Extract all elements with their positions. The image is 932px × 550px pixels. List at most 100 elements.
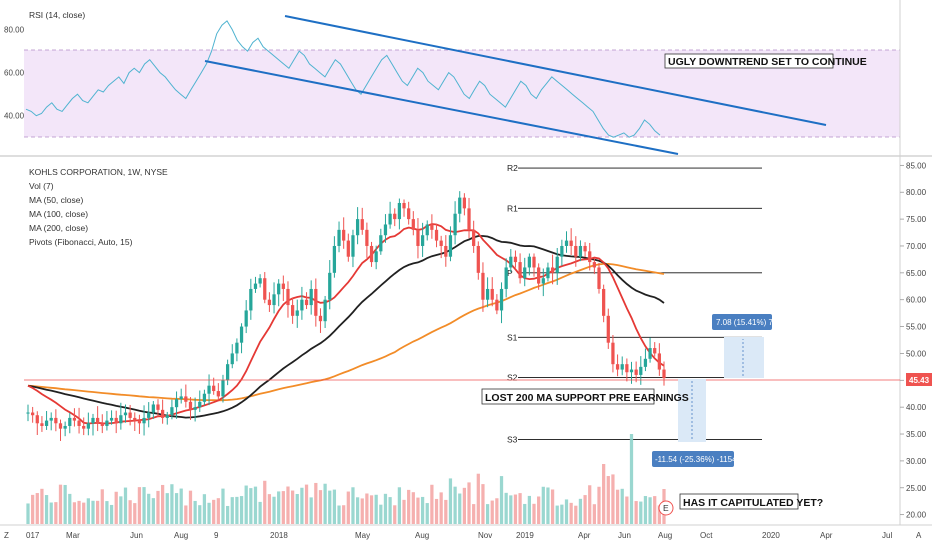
settings-z-icon[interactable]: Z [4, 531, 9, 540]
candle-body [439, 240, 443, 246]
price-tick-label: 55.00 [906, 323, 927, 332]
measure-down-label: -11.54 (-25.36%) -1154 [655, 455, 737, 464]
candle-body [485, 288, 490, 300]
volume-bar [369, 495, 374, 524]
candle-body [657, 353, 661, 370]
volume-bar [453, 486, 457, 524]
candle-body [244, 310, 248, 327]
candles [26, 191, 666, 441]
time-tick-label: May [355, 531, 370, 540]
candle-body [193, 407, 197, 410]
volume-bar [318, 490, 323, 524]
candle-body [388, 213, 392, 225]
candle-body [128, 412, 132, 418]
volume-bar [253, 486, 258, 524]
volume-bar [86, 498, 90, 524]
candle-body [365, 229, 369, 246]
time-tick-label: Oct [700, 531, 713, 540]
auto-scale-a-icon[interactable]: A [916, 531, 922, 540]
candle-body [239, 326, 244, 343]
candle-body [458, 197, 462, 214]
candle-body [476, 245, 480, 273]
volume-note-box [679, 493, 799, 510]
volume-bar [504, 492, 508, 524]
legend-vol: Vol (7) [29, 181, 54, 191]
measure-down[interactable]: -11.54 (-25.36%) -1154 [652, 379, 737, 467]
candle-body [263, 278, 267, 300]
legend-ma100: MA (100, close) [29, 209, 88, 219]
candle-body [537, 267, 541, 284]
candle-body [574, 245, 578, 257]
price-tick-label: 75.00 [906, 215, 927, 224]
earnings-marker[interactable]: E [658, 500, 674, 516]
volume-bar [490, 500, 494, 524]
volume-bar [304, 484, 309, 524]
volume-bar [657, 505, 661, 524]
candle-body [397, 202, 402, 220]
last-price-tag: 45.43 [906, 373, 932, 386]
time-tick-label: Jul [882, 531, 892, 540]
volume-bar [411, 492, 415, 524]
candle-body [351, 235, 355, 257]
volume-bar [462, 487, 467, 524]
candle-body [318, 315, 323, 322]
volume-bar [434, 498, 439, 524]
volume-bar [472, 504, 476, 524]
candle-body [63, 425, 67, 429]
measure-up[interactable]: 7.08 (15.41%) 708 [712, 314, 782, 378]
volume-bar [416, 497, 420, 524]
candle-body [583, 245, 587, 252]
volume-bar [541, 486, 545, 524]
volume-bar [425, 503, 429, 524]
candle-body [625, 364, 629, 373]
candle-body [96, 417, 100, 424]
chart-title: KOHLS CORPORATION, 1W, NYSE [29, 167, 168, 177]
candle-body [86, 423, 90, 429]
candle-body [555, 256, 559, 273]
volume-bar [592, 504, 596, 524]
candle-body [578, 245, 583, 257]
volume-bar [653, 496, 657, 524]
pivot-lines: R2 R1 P S1 S2 S3 [507, 163, 762, 444]
measure-up-area [724, 337, 764, 378]
candle-body [453, 213, 457, 236]
volume-bar [365, 493, 369, 524]
last-price-tag-box [906, 373, 932, 386]
measure-up-label: 7.08 (15.41%) 708 [716, 318, 782, 327]
candle-body [425, 224, 429, 236]
rsi-tick-label: 40.00 [4, 112, 25, 121]
candle-body [277, 283, 281, 295]
candle-body [369, 245, 374, 263]
rsi-line [25, 20, 661, 138]
volume-bar [648, 497, 652, 524]
legend: KOHLS CORPORATION, 1W, NYSE Vol (7) MA (… [29, 167, 168, 247]
volume-bar [91, 500, 95, 524]
rsi-trendline-upper[interactable] [284, 15, 827, 126]
rsi-note-text: UGLY DOWNTREND SET TO CONTINUE [668, 56, 867, 68]
candle-body [499, 288, 504, 311]
volume-bar [137, 487, 142, 524]
volume-bar [216, 498, 220, 524]
candle-body [569, 240, 573, 246]
volume-bar [277, 491, 281, 524]
volume-bar [393, 505, 397, 524]
support-note-box [481, 388, 655, 405]
candle-body [532, 256, 536, 268]
volume-bar [360, 498, 364, 524]
price-tick-label: 50.00 [906, 349, 927, 358]
rsi-trendline-lower[interactable] [204, 60, 679, 155]
volume-bar [546, 487, 550, 524]
candle-body [546, 267, 550, 279]
candle-body [109, 417, 114, 421]
candle-body [142, 417, 146, 424]
candle-body [462, 197, 467, 209]
volume-bar [314, 482, 318, 524]
volume-bar [263, 480, 267, 524]
volume-bar [518, 493, 522, 524]
candle-body [393, 213, 397, 220]
candle-body [58, 423, 63, 429]
volume-bar [458, 493, 462, 524]
volume-bar [332, 489, 337, 524]
candle-body [188, 401, 193, 410]
